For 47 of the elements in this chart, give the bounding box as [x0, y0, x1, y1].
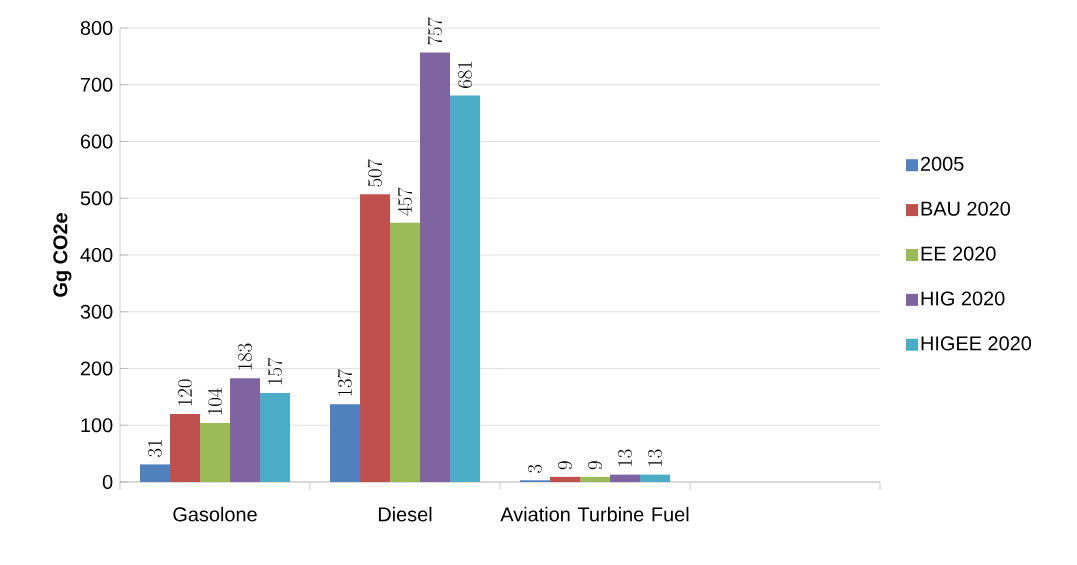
legend-label: BAU 2020 — [921, 201, 1011, 216]
y-tick-label: 800 — [80, 20, 113, 36]
data-label: 104 — [207, 388, 222, 415]
bar — [200, 422, 231, 482]
y-tick-label: 500 — [80, 191, 113, 206]
bar — [260, 392, 291, 482]
bar — [330, 404, 361, 482]
legend-label: 2005 — [920, 156, 964, 171]
data-label: 157 — [267, 357, 282, 385]
y-tick-label: 0 — [102, 474, 113, 490]
x-tick-label: Aviation Turbine Fuel — [500, 506, 689, 522]
y-tick-label: 300 — [80, 304, 113, 319]
bar — [420, 52, 451, 482]
bar — [390, 222, 421, 482]
bar — [580, 476, 611, 482]
x-tick-label: Diesel — [378, 506, 432, 522]
data-label: 681 — [458, 61, 472, 88]
y-tick-label: 100 — [81, 418, 113, 433]
data-label: 9 — [558, 461, 572, 470]
bar — [140, 464, 171, 482]
data-label: 137 — [337, 369, 352, 396]
legend-label: HIGEE 2020 — [921, 336, 1032, 351]
data-label: 507 — [367, 159, 382, 187]
x-tick-label: Gasolone — [173, 506, 257, 522]
legend-label: EE 2020 — [921, 246, 996, 261]
bar — [550, 476, 581, 482]
data-label: 13 — [618, 449, 632, 466]
legend-label: HIG 2020 — [921, 291, 1005, 306]
y-tick-label: 600 — [80, 134, 113, 149]
data-label: 457 — [397, 187, 412, 216]
data-label: 757 — [427, 17, 442, 45]
y-tick-label: 700 — [80, 77, 113, 92]
data-label: 3 — [528, 464, 542, 473]
data-label: 13 — [648, 449, 662, 466]
data-label: 183 — [238, 343, 252, 370]
bar — [450, 95, 481, 482]
bar — [170, 413, 201, 482]
y-axis-title: Gg CO2e — [53, 213, 72, 297]
bar — [640, 474, 671, 482]
y-tick-label: 400 — [80, 247, 113, 263]
y-tick-label: 200 — [80, 361, 113, 376]
data-label: 9 — [588, 461, 602, 470]
bar — [360, 194, 391, 482]
data-label: 31 — [148, 440, 162, 457]
data-label: 120 — [178, 379, 192, 406]
bar — [230, 378, 261, 482]
bar — [610, 474, 641, 482]
